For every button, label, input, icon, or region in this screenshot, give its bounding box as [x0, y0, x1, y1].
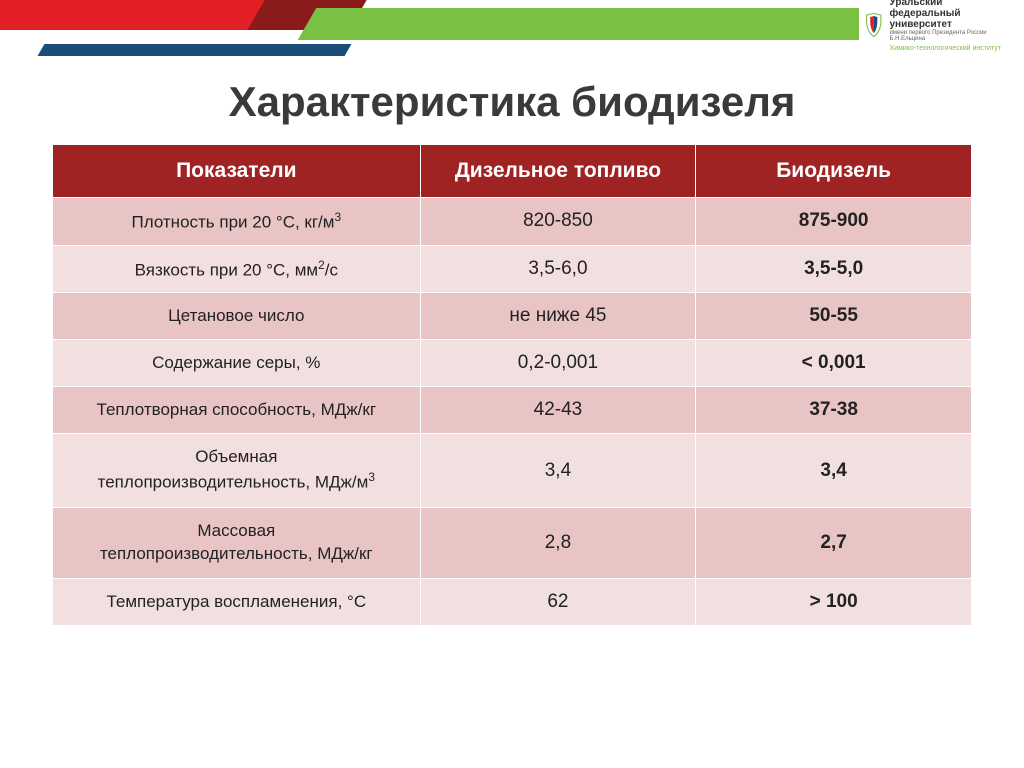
cell-biodiesel: 2,7 — [696, 507, 972, 578]
cell-diesel: 2,8 — [420, 507, 696, 578]
cell-diesel: 0,2-0,001 — [420, 340, 696, 387]
table-row: Плотность при 20 °С, кг/м3820-850875-900 — [53, 198, 972, 246]
table-row: Цетановое числоне ниже 4550-55 — [53, 293, 972, 340]
comparison-table: Показатели Дизельное топливо Биодизель П… — [52, 144, 972, 626]
col-header-diesel: Дизельное топливо — [420, 145, 696, 198]
cell-biodiesel: 50-55 — [696, 293, 972, 340]
cell-diesel: 42-43 — [420, 387, 696, 434]
university-logo: Уральскийфедеральныйуниверситет имени пе… — [859, 2, 1014, 47]
cell-indicator: Содержание серы, % — [53, 340, 421, 387]
cell-biodiesel: 37-38 — [696, 387, 972, 434]
logo-icon — [863, 10, 885, 40]
table-row: Объемнаятеплопроизводительность, МДж/м33… — [53, 434, 972, 508]
cell-diesel: 3,4 — [420, 434, 696, 508]
cell-biodiesel: 3,5-5,0 — [696, 245, 972, 293]
blue-bar — [37, 44, 351, 56]
logo-text: Уральскийфедеральныйуниверситет имени пе… — [890, 0, 1011, 52]
cell-indicator: Цетановое число — [53, 293, 421, 340]
comparison-table-wrap: Показатели Дизельное топливо Биодизель П… — [52, 144, 972, 626]
table-row: Температура воспламенения, °С62> 100 — [53, 578, 972, 625]
col-header-indicator: Показатели — [53, 145, 421, 198]
table-body: Плотность при 20 °С, кг/м3820-850875-900… — [53, 198, 972, 626]
table-header-row: Показатели Дизельное топливо Биодизель — [53, 145, 972, 198]
cell-diesel: не ниже 45 — [420, 293, 696, 340]
cell-indicator: Вязкость при 20 °С, мм2/с — [53, 245, 421, 293]
cell-indicator: Плотность при 20 °С, кг/м3 — [53, 198, 421, 246]
table-row: Вязкость при 20 °С, мм2/с3,5-6,03,5-5,0 — [53, 245, 972, 293]
cell-biodiesel: 875-900 — [696, 198, 972, 246]
cell-diesel: 3,5-6,0 — [420, 245, 696, 293]
cell-biodiesel: < 0,001 — [696, 340, 972, 387]
cell-indicator: Температура воспламенения, °С — [53, 578, 421, 625]
table-row: Содержание серы, %0,2-0,001< 0,001 — [53, 340, 972, 387]
cell-diesel: 62 — [420, 578, 696, 625]
cell-indicator: Массоваятеплопроизводительность, МДж/кг — [53, 507, 421, 578]
cell-biodiesel: > 100 — [696, 578, 972, 625]
header-banner: Уральскийфедеральныйуниверситет имени пе… — [0, 0, 1024, 50]
table-row: Массоваятеплопроизводительность, МДж/кг2… — [53, 507, 972, 578]
cell-diesel: 820-850 — [420, 198, 696, 246]
red-stripe — [0, 0, 287, 30]
cell-indicator: Объемнаятеплопроизводительность, МДж/м3 — [53, 434, 421, 508]
green-stripe — [298, 8, 931, 40]
page-title: Характеристика биодизеля — [0, 78, 1024, 126]
cell-biodiesel: 3,4 — [696, 434, 972, 508]
col-header-biodiesel: Биодизель — [696, 145, 972, 198]
table-row: Теплотворная способность, МДж/кг42-4337-… — [53, 387, 972, 434]
cell-indicator: Теплотворная способность, МДж/кг — [53, 387, 421, 434]
